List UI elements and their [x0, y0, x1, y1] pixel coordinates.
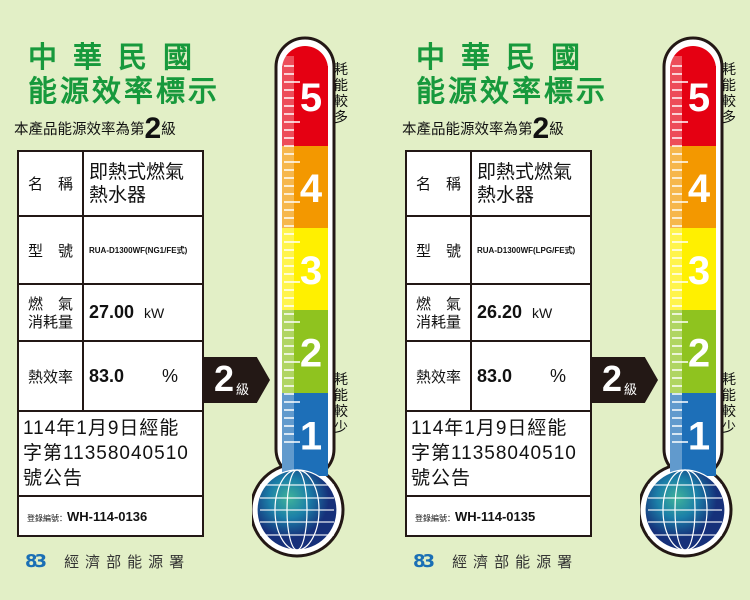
scale-number-2: 2: [300, 332, 322, 376]
title-line1: 中華民國: [416, 40, 597, 74]
efficiency-value: 83.0: [477, 365, 513, 386]
gas-label: 燃 氣消耗量: [27, 294, 73, 331]
thermometer-scale: 5 4 3 2 1: [252, 36, 345, 558]
scale-segment-4: [282, 146, 328, 228]
grade-statement: 本產品能源效率為第2級: [14, 112, 176, 145]
model-label: 型 號: [27, 241, 73, 260]
efficiency-unit: %: [162, 365, 179, 386]
scale-number-1: 1: [688, 415, 710, 459]
efficiency-value: 83.0: [89, 365, 125, 386]
name-label: 名 稱: [416, 175, 462, 193]
efficiency-unit: %: [550, 365, 567, 386]
name-value: 即熱式燃氣熱水器: [477, 160, 573, 206]
announcement-notice: 114年1月9日經能字第11358040510號公告: [411, 418, 577, 489]
grade-statement: 本產品能源效率為第2級: [402, 112, 564, 145]
less-consumption-label: 耗能較少: [722, 372, 736, 436]
agency-name: 經濟部能源署: [452, 553, 579, 571]
spec-table: 名 稱即熱式燃氣熱水器 型 號 RUA-D1300WF(LPG/FE式) 燃 氣消…: [405, 150, 592, 537]
scale-number-4: 4: [688, 167, 711, 211]
gas-label: 燃 氣消耗量: [415, 294, 461, 331]
title-line1: 中華民國: [28, 40, 209, 74]
registration-number: WH-114-0135: [455, 508, 536, 524]
name-value: 即熱式燃氣熱水器: [89, 160, 185, 206]
scale-segment-2: [670, 310, 716, 393]
energy-agency-logo: 83: [413, 551, 435, 572]
less-consumption-label: 耗能較少: [334, 372, 348, 436]
scale-segment-2: [282, 310, 328, 393]
scale-number-5: 5: [688, 76, 710, 120]
thermometer-scale: 5 4 3 2 1: [640, 36, 733, 558]
footer: 83 經濟部能源署: [413, 551, 578, 572]
scale-segment-4: [670, 146, 716, 228]
model-value: RUA-D1300WF(NG1/FE式): [89, 245, 188, 255]
scale-number-1: 1: [300, 415, 322, 459]
gas-unit: kW: [532, 305, 553, 321]
energy-agency-logo: 83: [25, 551, 47, 572]
registration-label: 登錄編號：: [415, 513, 455, 523]
name-label: 名 稱: [28, 175, 74, 193]
scale-number-5: 5: [300, 76, 322, 120]
title-line2: 能源效率標示: [416, 74, 609, 108]
more-consumption-label: 耗能較多: [334, 62, 348, 126]
registration-label: 登錄編號：: [27, 513, 67, 523]
gas-unit: kW: [144, 305, 165, 321]
efficiency-label: 熱效率: [415, 367, 461, 386]
title-line2: 能源效率標示: [28, 74, 221, 108]
energy-label: 中華民國 能源效率標示 本產品能源效率為第2級 名 稱即熱式燃氣熱水器 型 號 R…: [14, 36, 348, 572]
gas-value: 26.20: [477, 302, 523, 322]
scale-number-2: 2: [688, 332, 710, 376]
announcement-notice: 114年1月9日經能字第11358040510號公告: [23, 418, 189, 489]
footer: 83 經濟部能源署: [25, 551, 190, 572]
scale-number-3: 3: [688, 249, 710, 293]
spec-table: 名 稱即熱式燃氣熱水器 型 號 RUA-D1300WF(NG1/FE式) 燃 氣消…: [17, 150, 204, 537]
model-label: 型 號: [415, 241, 461, 260]
more-consumption-label: 耗能較多: [722, 62, 736, 126]
energy-label: 中華民國 能源效率標示 本產品能源效率為第2級 名 稱即熱式燃氣熱水器 型 號 R…: [388, 0, 750, 600]
gas-value: 27.00: [89, 302, 135, 322]
scale-number-3: 3: [300, 249, 322, 293]
model-value: RUA-D1300WF(LPG/FE式): [477, 245, 576, 255]
efficiency-label: 熱效率: [27, 367, 73, 386]
agency-name: 經濟部能源署: [64, 553, 191, 571]
registration-number: WH-114-0136: [67, 508, 148, 524]
scale-number-4: 4: [300, 167, 323, 211]
